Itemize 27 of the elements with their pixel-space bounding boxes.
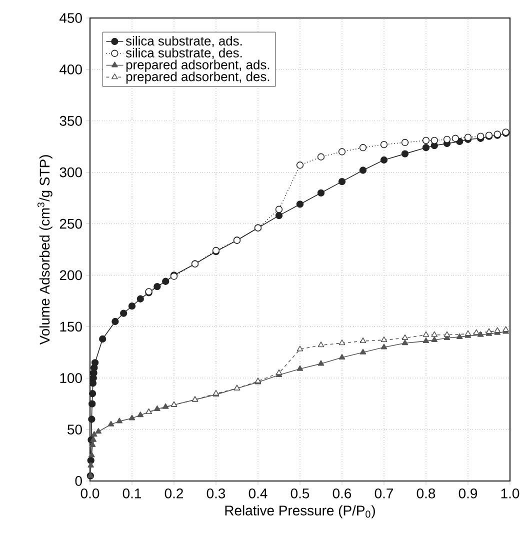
y-axis-title: Volume Adsorbed (cm$^{3}$/g STP) xyxy=(37,155,52,345)
x-tick-label: 0.7 xyxy=(374,488,393,498)
x-tick-label: 1.0 xyxy=(501,488,520,498)
legend-label: silica substrate, ads. xyxy=(126,36,242,48)
y-tick-label: 400 xyxy=(60,64,82,74)
y-tick-label: 350 xyxy=(60,116,82,126)
legend-label: prepared adsorbent, des. xyxy=(126,72,270,84)
y-tick-label: 50 xyxy=(68,424,82,434)
x-tick-label: 0.9 xyxy=(458,488,478,498)
legend-label: silica substrate, des. xyxy=(126,48,242,59)
y-tick-label: 300 xyxy=(60,167,82,178)
x-tick-label: 0.6 xyxy=(332,488,352,498)
x-tick-label: 0.2 xyxy=(164,488,183,498)
y-tick-label: 150 xyxy=(60,322,82,332)
y-tick-label: 100 xyxy=(60,373,82,384)
y-tick-label: 0 xyxy=(75,476,82,486)
x-tick-label: 0.8 xyxy=(416,488,436,498)
x-tick-label: 0.3 xyxy=(206,488,226,498)
legend-label: prepared adsorbent, ads. xyxy=(126,60,270,72)
y-tick-label: 200 xyxy=(60,270,82,280)
y-tick-label: 250 xyxy=(60,218,82,229)
y-tick-label: 450 xyxy=(60,13,82,23)
x-tick-label: 0.4 xyxy=(248,488,268,498)
x-tick-label: 0.0 xyxy=(80,488,100,498)
x-tick-label: 0.1 xyxy=(122,488,142,498)
x-axis-title: Relative Pressure (P/P$_{0}$) xyxy=(225,505,375,518)
x-tick-label: 0.5 xyxy=(290,488,310,498)
